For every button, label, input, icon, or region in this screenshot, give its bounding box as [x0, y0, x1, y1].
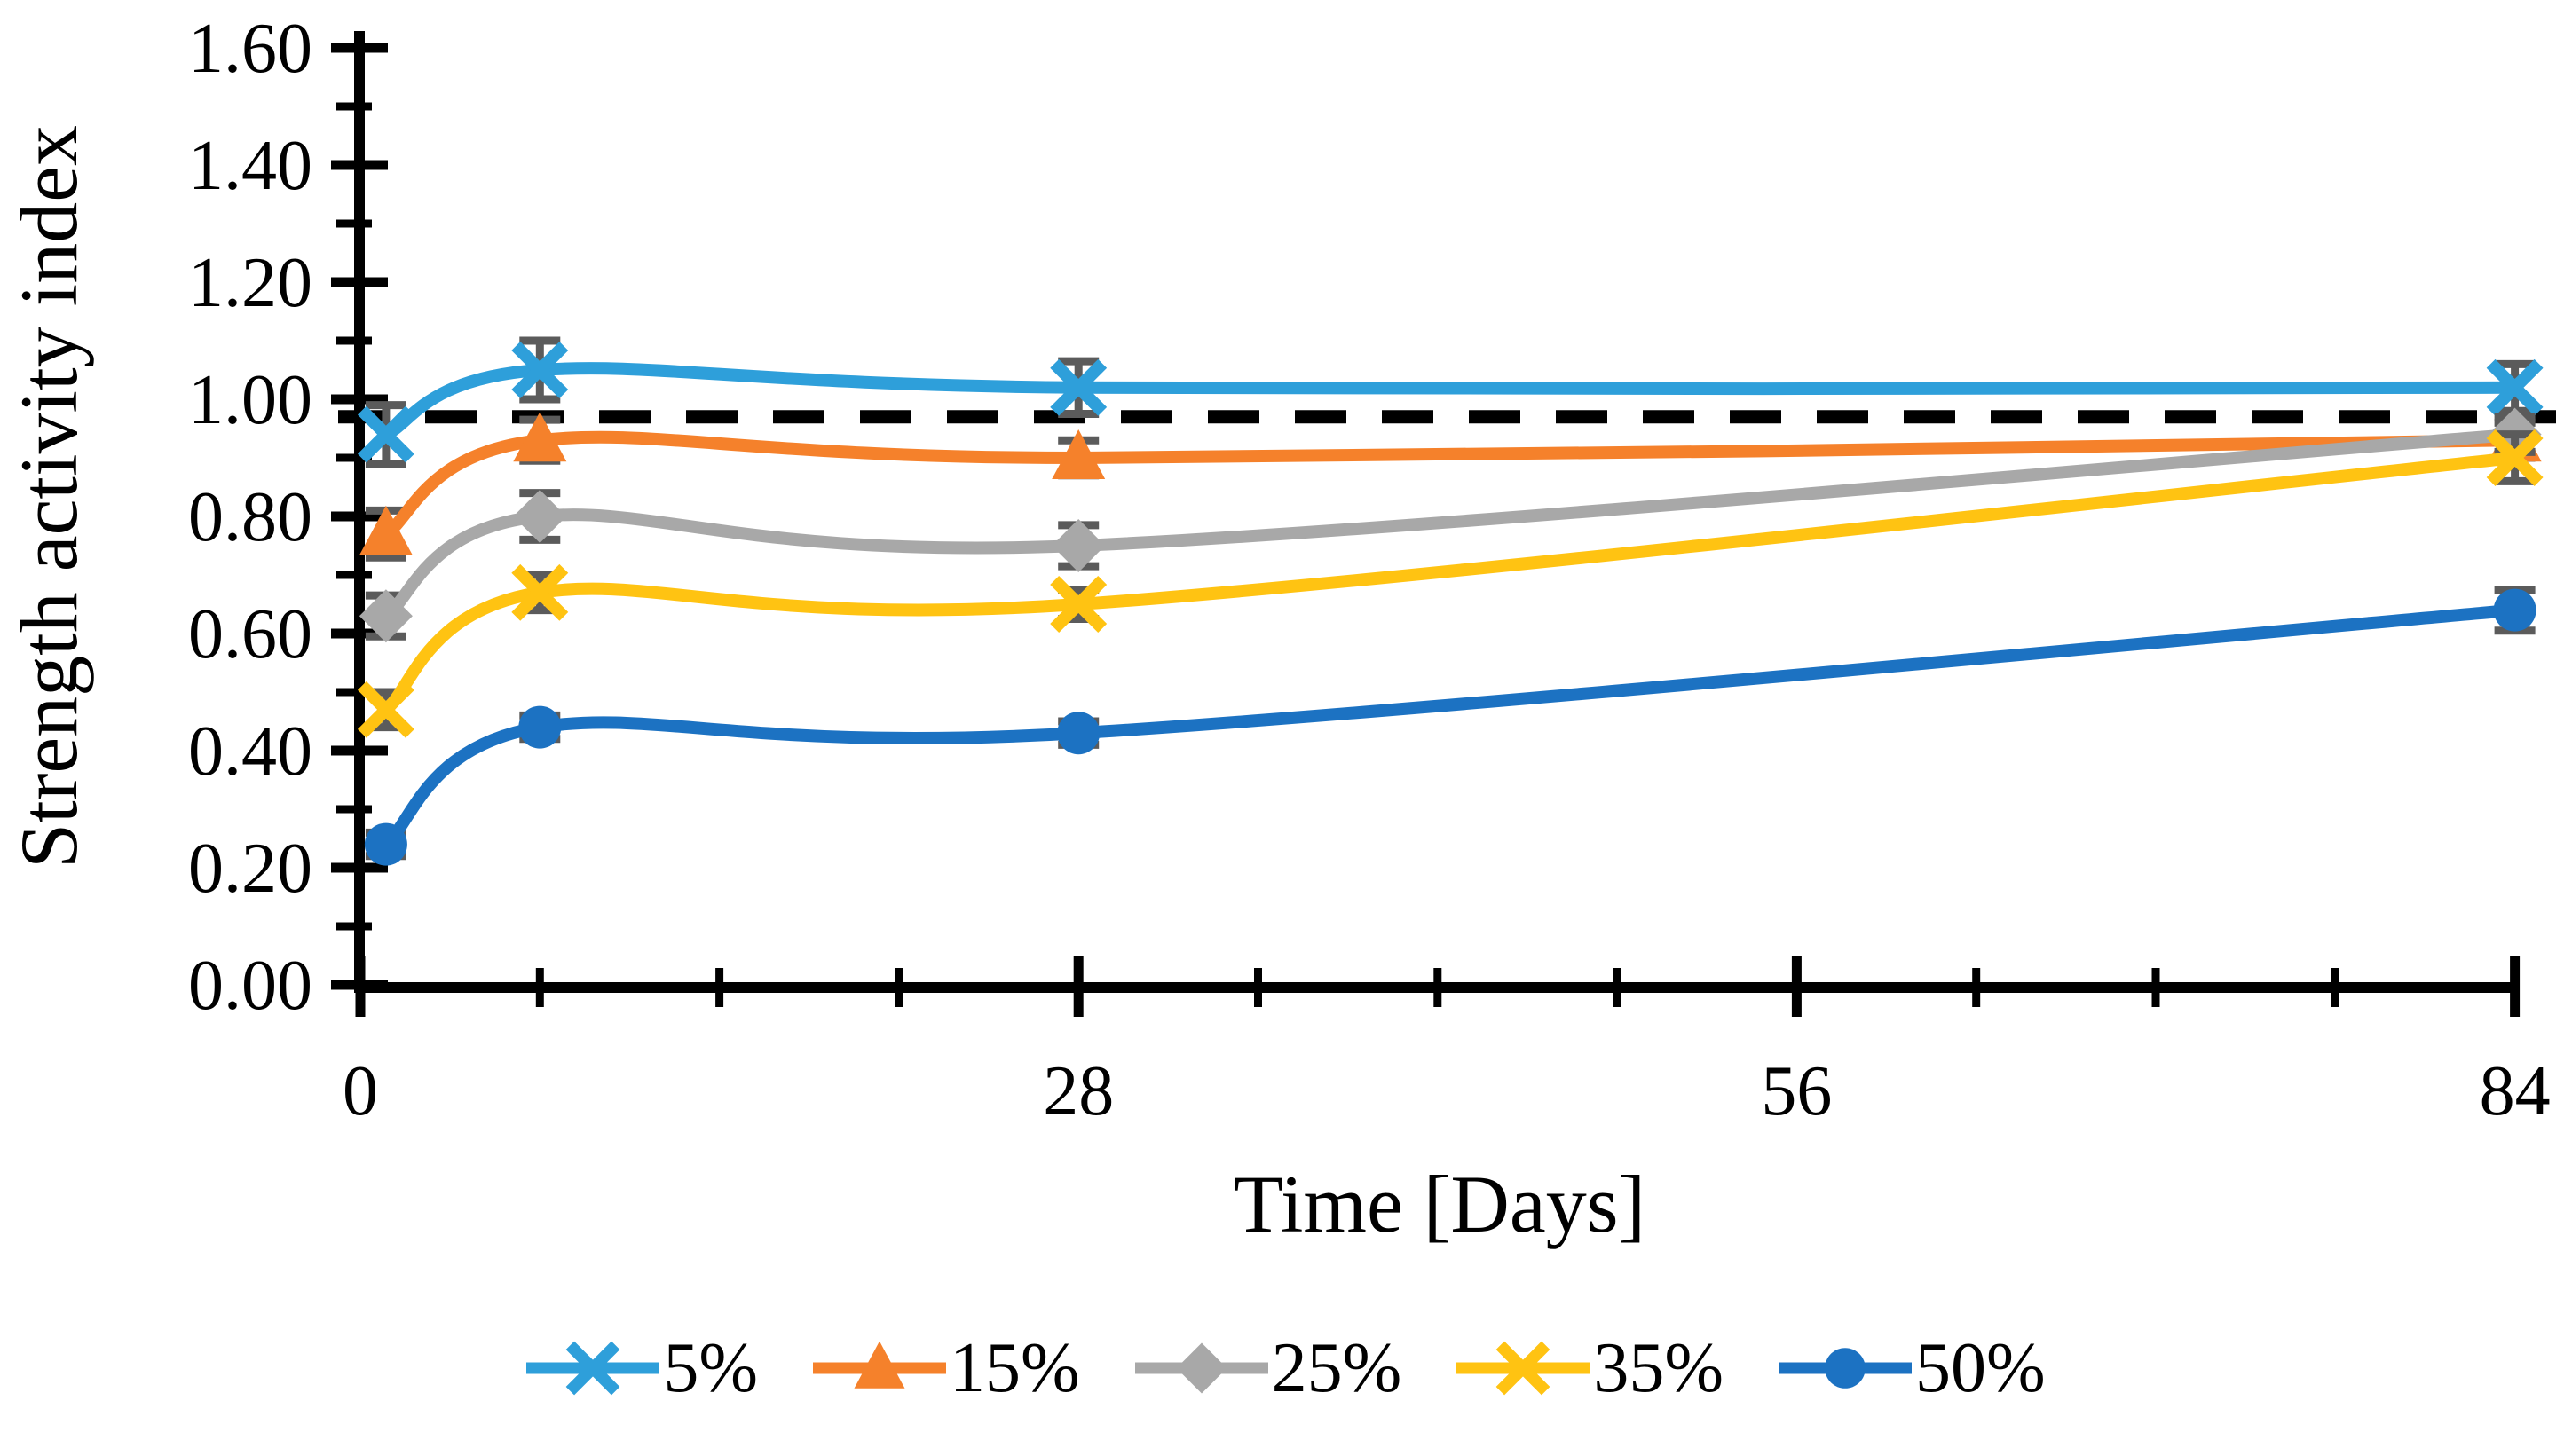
marker-diamond-icon [513, 490, 567, 543]
series-line [379, 452, 2521, 716]
legend-label: 50% [1914, 1329, 2046, 1407]
marker-triangle-icon [854, 1341, 905, 1389]
legend-item-50%: 50% [1778, 1329, 2046, 1407]
marker-circle-icon [2493, 588, 2536, 632]
marker-circle-icon [1825, 1348, 1866, 1389]
series-layer [357, 336, 2544, 866]
marker-triangle-icon [513, 412, 567, 462]
y-tick-label: 0.60 [188, 595, 312, 673]
marker-x-icon [2486, 358, 2544, 416]
marker-x-icon [1050, 358, 1108, 416]
series-line [379, 362, 2521, 441]
marker-x-icon [566, 1341, 620, 1396]
y-tick-label: 0.00 [188, 947, 312, 1025]
series-5% [357, 336, 2544, 468]
x-axis-title: Time [Days] [1234, 1159, 1645, 1249]
legend-label: 25% [1271, 1329, 1402, 1407]
marker-x-icon [357, 681, 414, 738]
y-tick-label: 1.60 [188, 10, 312, 88]
legend: 5% 15% 25% 35% 50% [0, 1333, 2572, 1404]
series-35% [357, 429, 2544, 738]
series-50% [364, 586, 2536, 866]
legend-label: 5% [663, 1329, 759, 1407]
axes-layer: 0.00 0.20 0.40 0.60 0.80 1.00 1.20 1.40 1.60 0 28 5… [188, 10, 2556, 1130]
legend-item-5%: 5% [526, 1333, 758, 1404]
x-tick-label: 84 [2480, 1052, 2551, 1130]
x-tick-label: 0 [343, 1052, 378, 1130]
legend-swatch [1778, 1348, 1912, 1389]
marker-triangle-icon [1052, 429, 1106, 479]
marker-x-icon [1495, 1341, 1550, 1396]
legend-swatch [1134, 1342, 1268, 1394]
y-tick-label: 0.20 [188, 830, 312, 908]
y-tick-label: 0.40 [188, 712, 312, 791]
marker-circle-icon [1057, 712, 1101, 755]
legend-item-15%: 15% [813, 1333, 1080, 1404]
legend-swatch [1456, 1341, 1590, 1396]
marker-diamond-icon [1176, 1342, 1227, 1394]
marker-x-icon [511, 342, 569, 398]
marker-diamond-icon [359, 589, 413, 643]
y-axis-title: Strength activity index [4, 125, 94, 869]
marker-x-icon [2486, 429, 2544, 486]
series-line [379, 603, 2521, 851]
x-tick-label: 56 [1761, 1052, 1832, 1130]
legend-label: 15% [950, 1329, 1080, 1407]
y-tick-label: 1.40 [188, 127, 312, 205]
marker-circle-icon [518, 705, 562, 749]
marker-x-icon [1050, 576, 1108, 633]
legend-label: 35% [1593, 1329, 1724, 1407]
marker-triangle-icon [359, 505, 413, 555]
marker-x-icon [357, 405, 414, 463]
legend-item-35%: 35% [1456, 1333, 1724, 1404]
marker-x-icon [511, 563, 569, 621]
y-tick-label: 0.80 [188, 478, 312, 556]
y-tick-label: 1.00 [188, 361, 312, 439]
legend-swatch [526, 1341, 660, 1396]
x-tick-label: 28 [1043, 1052, 1114, 1130]
marker-diamond-icon [1052, 519, 1106, 572]
marker-circle-icon [364, 822, 407, 866]
y-tick-label: 1.20 [188, 244, 312, 322]
legend-swatch [813, 1341, 947, 1389]
series-line [379, 428, 2521, 623]
legend-item-25%: 25% [1134, 1329, 1402, 1407]
